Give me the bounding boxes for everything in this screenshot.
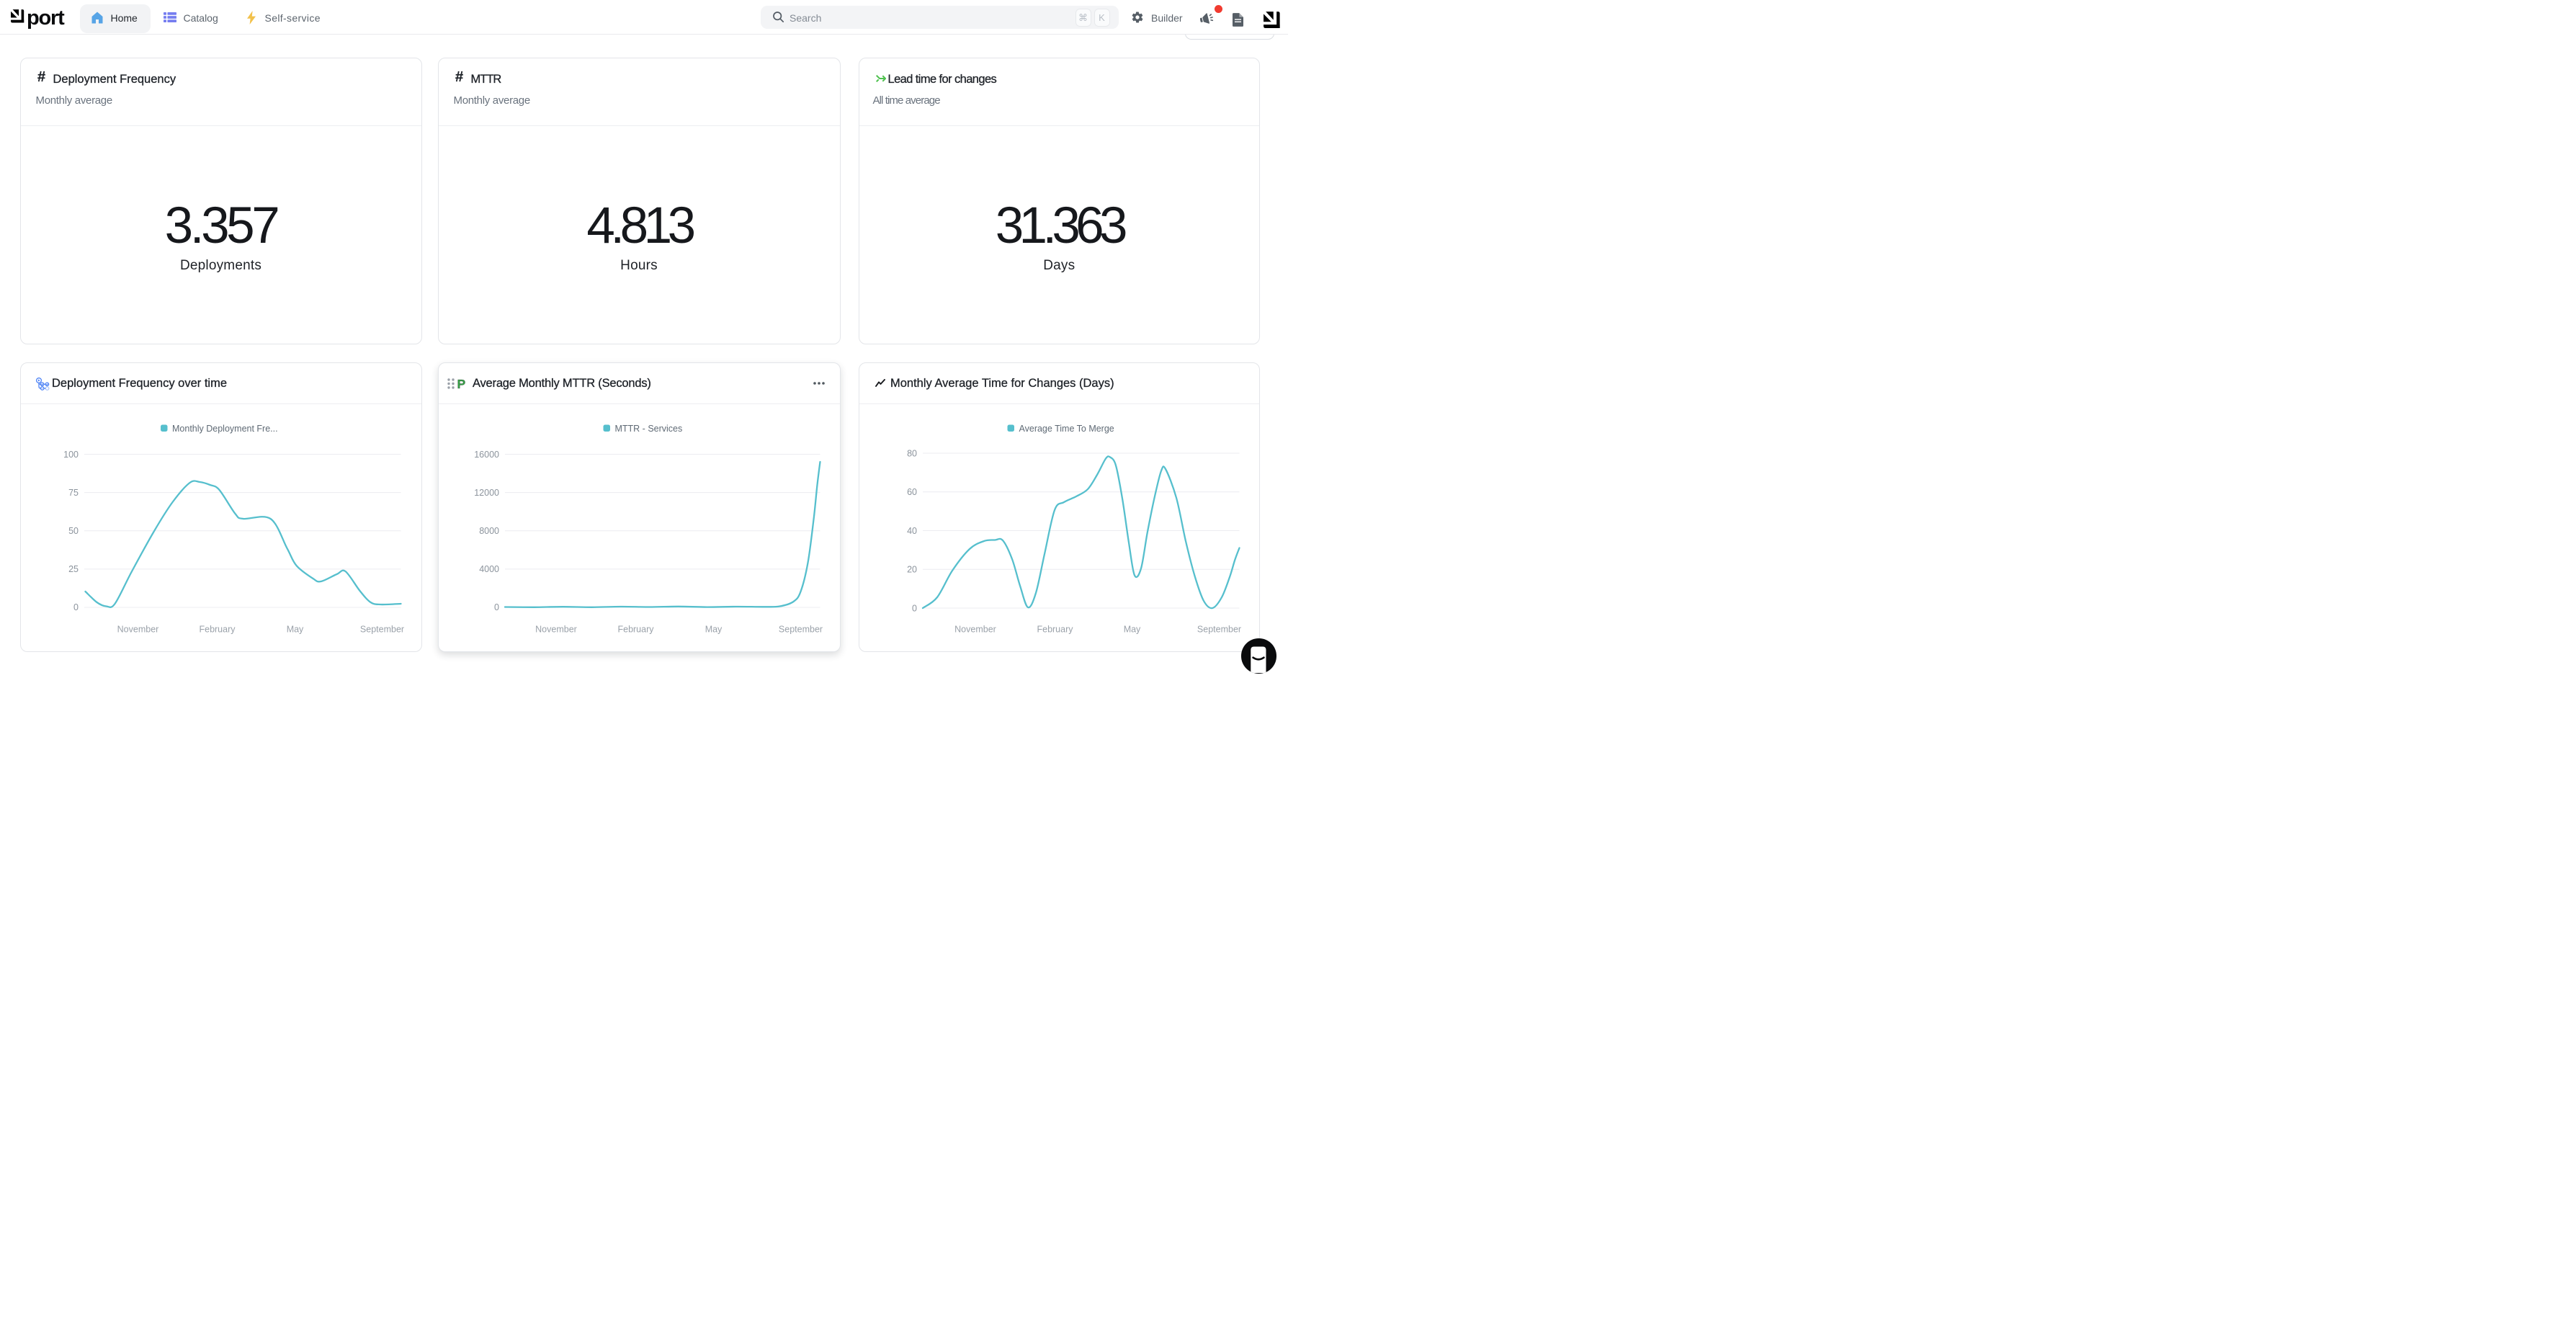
- svg-text:February: February: [617, 625, 654, 635]
- svg-text:50: 50: [68, 526, 79, 536]
- svg-text:February: February: [1037, 625, 1073, 635]
- svg-text:May: May: [705, 625, 722, 635]
- svg-text:0: 0: [73, 602, 79, 612]
- svg-text:MTTR - Services: MTTR - Services: [614, 424, 682, 434]
- svg-text:40: 40: [907, 526, 917, 536]
- svg-text:4000: 4000: [479, 564, 499, 574]
- svg-text:0: 0: [912, 604, 917, 614]
- svg-text:Average Time To Merge: Average Time To Merge: [1019, 424, 1114, 434]
- svg-text:November: November: [117, 625, 158, 635]
- svg-text:February: February: [199, 625, 236, 635]
- svg-text:8000: 8000: [479, 526, 499, 536]
- svg-text:0: 0: [494, 602, 499, 612]
- svg-text:November: November: [535, 625, 577, 635]
- svg-text:80: 80: [907, 449, 917, 459]
- svg-text:September: September: [359, 625, 403, 635]
- svg-text:Monthly Deployment Fre...: Monthly Deployment Fre...: [172, 424, 278, 434]
- svg-text:16000: 16000: [474, 450, 499, 460]
- svg-text:November: November: [954, 625, 996, 635]
- svg-text:75: 75: [68, 488, 79, 498]
- svg-text:September: September: [1197, 625, 1241, 635]
- svg-text:20: 20: [907, 565, 917, 575]
- svg-text:September: September: [778, 625, 822, 635]
- svg-text:May: May: [1124, 625, 1141, 635]
- svg-text:May: May: [286, 625, 303, 635]
- svg-text:12000: 12000: [474, 488, 499, 498]
- svg-text:60: 60: [907, 487, 917, 497]
- svg-text:25: 25: [68, 564, 79, 574]
- svg-text:100: 100: [63, 450, 79, 460]
